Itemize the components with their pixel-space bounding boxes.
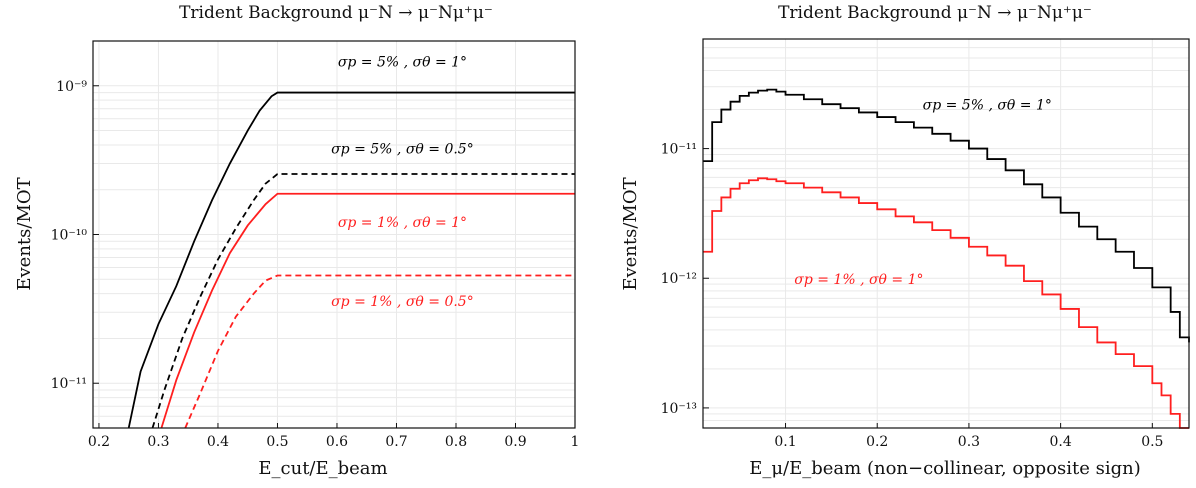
x-tick-label: 0.3 (147, 434, 169, 450)
x-tick-label: 0.9 (504, 434, 526, 450)
right-annotations: σp = 5% , σθ = 1° σp = 1% , σθ = 1° (794, 98, 1052, 289)
left-y-ticks: 10⁻⁹ 10⁻¹⁰ 10⁻¹¹ (51, 79, 99, 392)
right-x-ticks: 0.1 0.2 0.3 0.4 0.5 (774, 423, 1163, 450)
series-line-3 (184, 274, 575, 429)
annotation-label: σp = 1% , σθ = 0.5° (331, 294, 474, 310)
x-tick-label: 0.5 (266, 434, 288, 450)
y-tick-label: 10⁻¹³ (661, 401, 697, 417)
y-tick-label: 10⁻¹¹ (51, 376, 87, 392)
right-chart: Trident Background μ⁻N → μ⁻Nμ⁺μ⁻ 0.1 0.2 0… (620, 3, 1190, 479)
left-annotations: σp = 5% , σθ = 1° σp = 5% , σθ = 0.5° σp =… (331, 54, 474, 310)
y-tick-label: 10⁻⁹ (56, 79, 87, 95)
series-line-2 (160, 192, 575, 429)
x-tick-label: 0.4 (1049, 434, 1071, 450)
annotation-label: σp = 5% , σθ = 1° (338, 54, 467, 70)
left-chart: Trident Background μ⁻N → μ⁻Nμ⁺μ⁻ 0.2 0.3 0… (14, 3, 579, 479)
annotation-label: σp = 1% , σθ = 1° (338, 215, 467, 231)
right-plot-frame (702, 38, 1190, 429)
right-y-ticks: 10⁻¹¹ 10⁻¹² 10⁻¹³ (661, 142, 709, 417)
x-tick-label: 0.8 (445, 434, 467, 450)
right-chart-title: Trident Background μ⁻N → μ⁻Nμ⁺μ⁻ (778, 3, 1092, 23)
x-tick-label: 0.4 (207, 434, 229, 450)
right-x-axis-label: E_μ/E_beam (non−collinear, opposite sign… (749, 458, 1141, 479)
series-line-0 (127, 91, 575, 429)
annotation-label: σp = 5% , σθ = 0.5° (331, 142, 474, 158)
left-chart-title: Trident Background μ⁻N → μ⁻Nμ⁺μ⁻ (179, 3, 493, 23)
x-tick-label: 1 (571, 434, 580, 450)
annotation-label: σp = 5% , σθ = 1° (923, 98, 1052, 114)
x-tick-label: 0.1 (774, 434, 796, 450)
y-tick-label: 10⁻¹² (661, 271, 697, 287)
left-y-axis-label: Events/MOT (14, 177, 35, 290)
x-tick-label: 0.5 (1141, 434, 1163, 450)
left-x-axis-label: E_cut/E_beam (258, 458, 387, 479)
left-series-group (127, 91, 575, 429)
left-grid (93, 40, 576, 429)
left-x-ticks: 0.2 0.3 0.4 0.5 0.6 0.7 0.8 0.9 1 (88, 423, 580, 450)
y-tick-label: 10⁻¹¹ (661, 142, 697, 158)
x-tick-label: 0.2 (866, 434, 888, 450)
series-line-0 (703, 88, 1190, 343)
right-y-axis-label: Events/MOT (620, 177, 641, 290)
x-tick-label: 0.7 (385, 434, 407, 450)
x-tick-label: 0.3 (958, 434, 980, 450)
y-tick-label: 10⁻¹⁰ (51, 228, 88, 244)
x-tick-label: 0.2 (88, 434, 110, 450)
series-line-1 (703, 177, 1189, 429)
right-series-group (703, 88, 1190, 429)
annotation-label: σp = 1% , σθ = 1° (794, 272, 923, 288)
x-tick-label: 0.6 (326, 434, 348, 450)
